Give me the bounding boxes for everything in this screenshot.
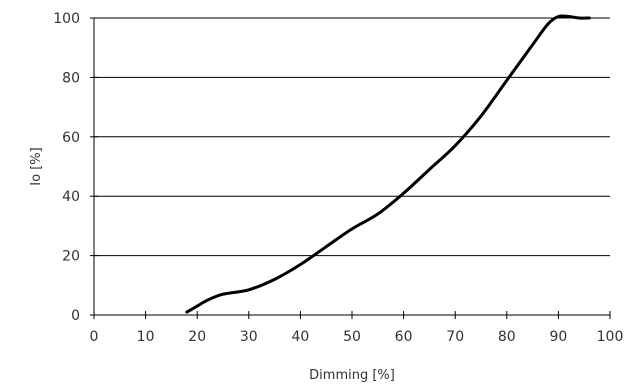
y-tick-label: 0	[71, 308, 80, 324]
x-tick-label: 10	[137, 329, 155, 345]
x-tick-label: 40	[291, 329, 309, 345]
y-tick-label: 20	[62, 249, 80, 265]
series-line	[185, 14, 591, 314]
y-axis-title: Io [%]	[29, 147, 44, 185]
x-tick-label: 20	[188, 329, 206, 345]
x-tick-label: 80	[498, 329, 516, 345]
x-tick-label: 50	[343, 329, 361, 345]
x-tick-label: 0	[90, 329, 99, 345]
y-tick-labels: 0 20 40 60 80 100	[53, 11, 98, 324]
x-tick-label: 100	[597, 329, 624, 345]
x-tick-label: 30	[240, 329, 258, 345]
x-tick-label: 90	[549, 329, 567, 345]
axes	[93, 18, 610, 316]
x-axis-title: Dimming [%]	[309, 368, 395, 383]
y-tick-label: 40	[62, 189, 80, 205]
series-group	[185, 14, 591, 314]
x-tick-label: 60	[395, 329, 413, 345]
y-tick-label: 100	[53, 11, 80, 27]
x-tick-label: 70	[446, 329, 464, 345]
y-tick-label: 80	[62, 70, 80, 86]
y-tick-label: 60	[62, 130, 80, 146]
gridlines	[94, 17, 610, 257]
x-tick-labels: 0 10 20 30 40 50 60 70 80 90 100	[90, 311, 624, 345]
